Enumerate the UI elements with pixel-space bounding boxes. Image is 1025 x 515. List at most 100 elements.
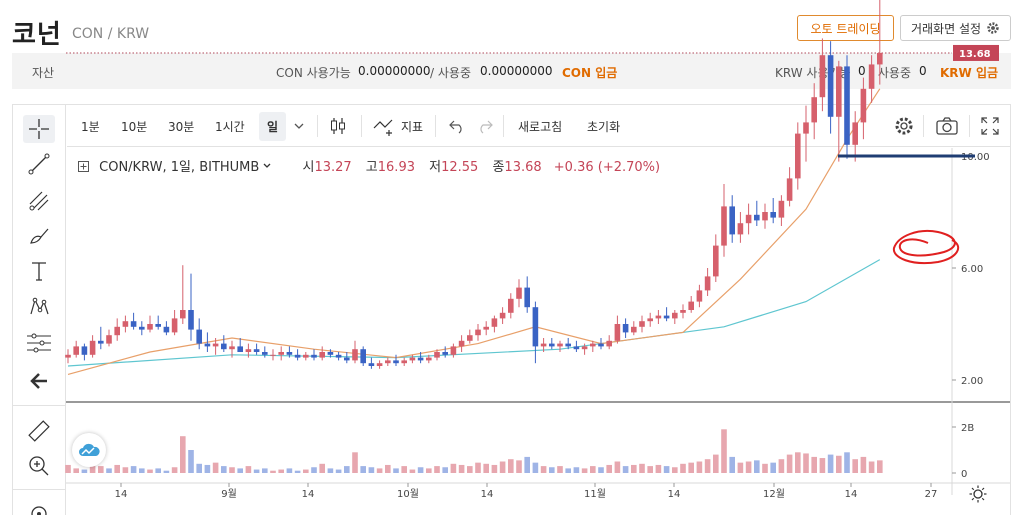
krw-deposit-link[interactable]: KRW 입금 — [940, 66, 999, 80]
volume-tick-label: 0 — [961, 469, 967, 480]
volume-bar — [704, 459, 711, 473]
volume-bar — [163, 470, 170, 473]
volume-bar — [303, 469, 309, 473]
logo-badge — [72, 433, 106, 467]
volume-bar — [581, 468, 588, 473]
volume-bar — [491, 464, 498, 473]
candle-body — [147, 324, 153, 330]
volume-bar — [598, 467, 604, 473]
candle-body — [729, 206, 735, 235]
volume-bar — [253, 469, 260, 473]
chevron-down-icon[interactable] — [293, 121, 305, 131]
crosshair-tool[interactable] — [23, 115, 55, 143]
candle-body — [795, 133, 801, 179]
volume-bar — [827, 454, 834, 473]
candle-body — [344, 357, 350, 361]
interval-30m[interactable]: 30분 — [168, 120, 195, 134]
candle-body — [426, 357, 432, 361]
zoom-in-icon — [29, 456, 49, 476]
drawing-toolbar — [13, 105, 66, 515]
user-drawings — [838, 154, 975, 264]
volume-bar — [221, 466, 227, 473]
magnet-tool[interactable] — [23, 497, 55, 515]
candle-body — [655, 315, 662, 319]
candle-body — [278, 352, 284, 355]
theme-icon — [969, 485, 987, 503]
candle-body — [680, 310, 686, 313]
arrow-left-icon — [30, 373, 47, 389]
chevron-down-icon[interactable] — [262, 161, 272, 171]
undo-icon[interactable] — [448, 118, 466, 134]
legend-symbol[interactable]: CON/KRW, 1일, BITHUMB — [99, 160, 260, 175]
page-title: 코넌 — [12, 20, 62, 50]
candle-body — [631, 326, 637, 333]
candle-body — [647, 318, 653, 322]
change-value: +0.36 (+2.70%) — [553, 160, 661, 175]
interval-1d[interactable]: 일 — [259, 112, 287, 141]
volume-bar — [442, 467, 448, 473]
toolbar-divider — [317, 115, 318, 137]
volume-bar — [237, 468, 243, 473]
text-tool[interactable] — [23, 257, 55, 285]
auto-trading-button[interactable]: 오토 트레이딩 — [797, 15, 894, 41]
settings-gear-icon[interactable] — [893, 115, 915, 137]
close-value: 13.68 — [504, 160, 542, 175]
candlestick-icon[interactable] — [329, 116, 347, 136]
candle-body — [770, 212, 776, 218]
candle-body — [237, 346, 243, 352]
candle-body — [188, 310, 194, 330]
time-tick-label: 27 — [925, 489, 938, 500]
volume-bar — [540, 466, 547, 473]
refresh-button[interactable]: 새로고침 — [518, 120, 563, 134]
interval-1h[interactable]: 1시간 — [215, 120, 245, 134]
candle-body — [106, 335, 112, 344]
camera-icon[interactable] — [935, 116, 959, 136]
candle-body — [204, 343, 211, 347]
volume-bar — [811, 456, 817, 473]
candle-body — [622, 324, 629, 333]
fullscreen-icon[interactable] — [980, 116, 1000, 136]
interval-10m[interactable]: 10분 — [121, 120, 148, 134]
pattern-tool[interactable] — [23, 293, 55, 321]
magnet-icon — [31, 506, 47, 515]
sun-ray — [971, 497, 975, 501]
candle-body — [549, 343, 555, 347]
candle-body — [696, 290, 703, 302]
fib-tool[interactable] — [23, 187, 55, 215]
volume-bar — [696, 461, 703, 473]
volume-bar — [622, 466, 629, 473]
trendline-tool[interactable] — [23, 150, 55, 178]
measure-tool[interactable] — [23, 329, 55, 357]
pattern-icon — [30, 297, 49, 315]
sun-ray — [981, 487, 985, 491]
price-tick-label: 10.00 — [961, 152, 990, 163]
moving-averages — [67, 88, 881, 375]
time-tick-label: 10월 — [397, 488, 419, 500]
con-available-label: CON 사용가능 — [276, 66, 351, 80]
zoom-tool[interactable] — [23, 452, 55, 480]
screen-settings-button[interactable]: 거래화면 설정 — [900, 15, 1011, 41]
candle-body — [458, 340, 465, 347]
ruler-tool[interactable] — [23, 417, 55, 445]
high-label: 고 — [365, 160, 378, 175]
back-tool[interactable] — [23, 367, 55, 395]
candle-body — [565, 343, 571, 347]
brush-tool[interactable] — [23, 222, 55, 250]
candle-body — [745, 214, 752, 224]
reset-button[interactable]: 초기화 — [587, 120, 621, 134]
candle-body — [311, 354, 317, 358]
candle-body — [360, 349, 366, 364]
volume-bar — [852, 459, 858, 473]
redo-icon[interactable] — [476, 118, 494, 134]
candle-body — [385, 360, 391, 364]
con-deposit-link[interactable]: CON 입금 — [562, 66, 618, 80]
interval-1m[interactable]: 1분 — [81, 120, 100, 134]
time-tick-label: 14 — [481, 489, 494, 500]
collapse-icon[interactable] — [78, 161, 89, 172]
chart-toolbar: 1분 10분 30분 1시간 일 지표 새로고침 초기화 — [67, 105, 1010, 147]
volume-bar — [795, 452, 801, 473]
candle-body — [409, 357, 416, 361]
open-value: 13.27 — [314, 160, 352, 175]
indicators-button[interactable]: 지표 — [401, 120, 424, 134]
